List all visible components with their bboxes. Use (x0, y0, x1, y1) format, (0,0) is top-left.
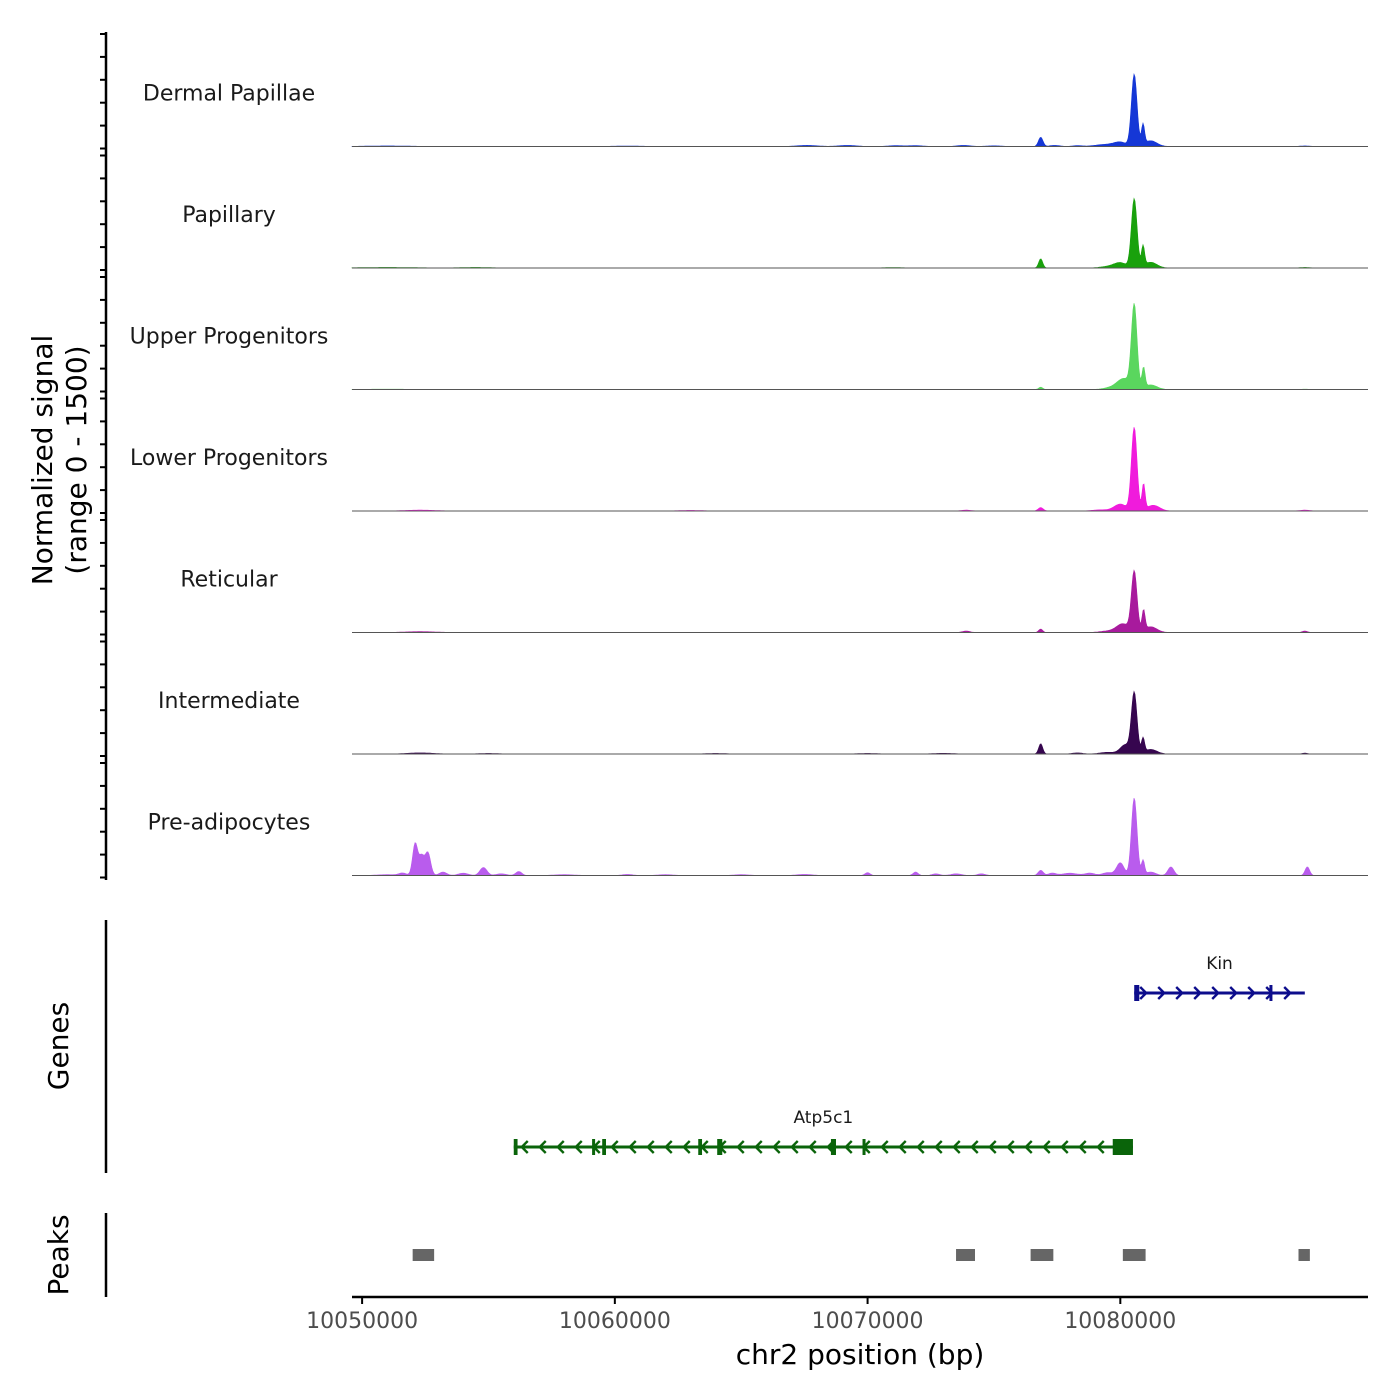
signal-area (352, 427, 1368, 512)
strand-chevron (1078, 1140, 1087, 1154)
strand-chevron (808, 1140, 817, 1154)
strand-chevron (1096, 1140, 1105, 1154)
strand-chevron (1157, 986, 1166, 1000)
strand-chevron (880, 1140, 889, 1154)
track-pre-adipocytes (352, 797, 1368, 876)
gene-layer: Kin Atp5c1 (513, 954, 1305, 1155)
track-label: Intermediate (158, 689, 300, 714)
peak-region (1298, 1249, 1310, 1261)
exon (862, 1139, 866, 1155)
strand-chevron (970, 1140, 979, 1154)
exon (717, 1139, 723, 1155)
peak-region (956, 1249, 975, 1261)
track-intermediate (352, 690, 1368, 755)
track-layer (351, 73, 1368, 876)
signal-area (351, 197, 1368, 269)
strand-chevron (1211, 986, 1220, 1000)
track-label: Dermal Papillae (143, 82, 315, 107)
gene-label: Atp5c1 (793, 1108, 853, 1128)
strand-chevron (754, 1140, 763, 1154)
strand-chevron (1229, 986, 1238, 1000)
strand-chevron (1042, 1140, 1051, 1154)
track-dermal-papillae (351, 73, 1368, 147)
x-tick-label: 10050000 (306, 1309, 418, 1334)
track-label: Reticular (180, 568, 278, 593)
strand-chevron (1247, 986, 1256, 1000)
track-label: Lower Progenitors (130, 446, 328, 471)
y-axis-label-line1: Normalized signal (26, 335, 59, 586)
x-tick-label: 10080000 (1064, 1309, 1176, 1334)
strand-chevron (628, 1140, 637, 1154)
track-label: Pre-adipocytes (148, 811, 311, 836)
exon (602, 1139, 606, 1155)
genes-panel-label: Genes (42, 1002, 75, 1090)
signal-area (352, 569, 1368, 633)
strand-chevron (1193, 986, 1202, 1000)
exon (1134, 985, 1140, 1001)
strand-chevron (1060, 1140, 1069, 1154)
strand-chevron (790, 1140, 799, 1154)
strand-chevron (1139, 986, 1148, 1000)
strand-chevron (916, 1140, 925, 1154)
signal-area (352, 690, 1368, 755)
gene-kin: Kin (1134, 954, 1305, 1001)
y-axis-label-line2: (range 0 - 1500) (60, 345, 93, 574)
track-label: Upper Progenitors (130, 325, 329, 350)
peak-layer (412, 1249, 1310, 1261)
strand-chevron (1175, 986, 1184, 1000)
peaks-panel-label: Peaks (42, 1214, 75, 1295)
exon (830, 1139, 836, 1155)
strand-chevron (520, 1140, 529, 1154)
exon (592, 1139, 596, 1155)
peak-region (1030, 1249, 1054, 1261)
signal-area (351, 73, 1368, 147)
strand-chevron (556, 1140, 565, 1154)
signal-area (352, 797, 1368, 876)
exon (1269, 985, 1273, 1001)
exon (698, 1139, 703, 1155)
exon (513, 1139, 518, 1155)
x-axis-label: chr2 position (bp) (736, 1338, 985, 1371)
strand-chevron (646, 1140, 655, 1154)
track-lower-progenitors (352, 427, 1368, 512)
track-reticular (352, 569, 1368, 633)
strand-chevron (538, 1140, 547, 1154)
strand-chevron (574, 1140, 583, 1154)
strand-chevron (1006, 1140, 1015, 1154)
x-tick-label: 10060000 (559, 1309, 671, 1334)
strand-chevron (898, 1140, 907, 1154)
track-label-layer: Dermal Papillae Papillary Upper Progenitor… (130, 82, 329, 836)
strand-chevron (1283, 986, 1292, 1000)
signal-area (351, 303, 1368, 390)
strand-chevron (682, 1140, 691, 1154)
track-papillary (351, 197, 1368, 269)
strand-chevron (844, 1140, 853, 1154)
gene-label: Kin (1206, 954, 1233, 974)
track-upper-progenitors (351, 303, 1368, 390)
strand-chevron (952, 1140, 961, 1154)
strand-chevron (1024, 1140, 1033, 1154)
peak-region (1122, 1249, 1146, 1261)
strand-chevron (664, 1140, 673, 1154)
strand-chevron (988, 1140, 997, 1154)
peak-region (412, 1249, 435, 1261)
strand-chevron (934, 1140, 943, 1154)
strand-chevron (610, 1140, 619, 1154)
exon (1112, 1139, 1133, 1155)
gene-atp5c1: Atp5c1 (513, 1108, 1133, 1155)
axis-layer: 10050000 10060000 10070000 10080000 (100, 32, 1368, 1334)
strand-chevron (736, 1140, 745, 1154)
strand-chevron (772, 1140, 781, 1154)
track-label: Papillary (182, 203, 276, 228)
x-tick-label: 10070000 (812, 1309, 924, 1334)
